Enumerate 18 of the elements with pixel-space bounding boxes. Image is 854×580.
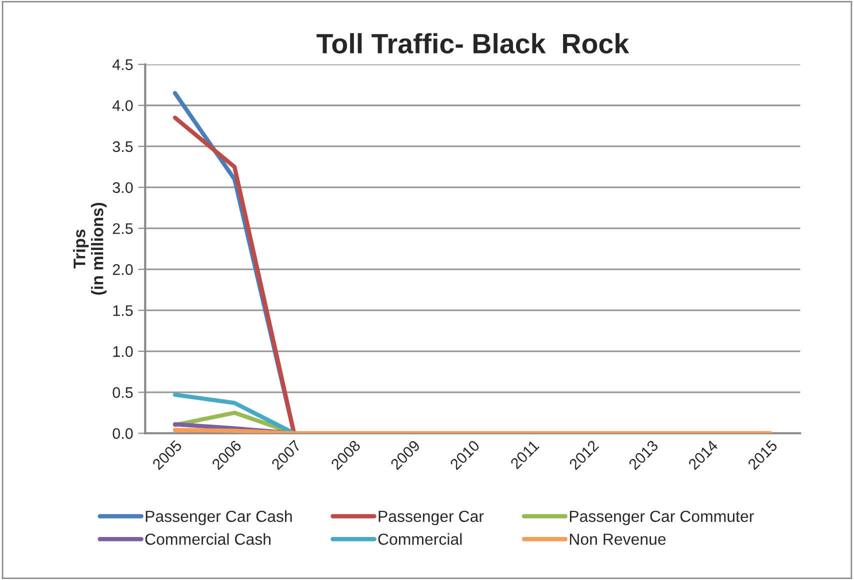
y-tick-label: 1.5 [113, 305, 133, 316]
y-tick-label: 0.0 [112, 428, 133, 439]
y-axis-title: Trips (in millions) [73, 202, 107, 295]
y-tick-label: 0.5 [112, 387, 133, 398]
legend-label: Passenger Car Commuter [570, 510, 754, 526]
y-tick-label: 2.5 [112, 223, 133, 234]
y-tick-label: 3.5 [112, 141, 133, 152]
legend-label: Passenger Car [378, 510, 484, 526]
chart-title: Toll Traffic- Black Rock [316, 33, 630, 54]
y-tick-label: 4.5 [112, 59, 133, 70]
y-tick-label: 4.0 [112, 100, 133, 112]
legend-label: Passenger Car Cash [146, 510, 292, 526]
legend-label: Non Revenue [570, 534, 666, 545]
y-tick-label: 3.0 [112, 182, 133, 194]
legend-label: Commercial Cash [145, 533, 270, 545]
legend-label: Commercial [378, 533, 462, 545]
y-tick-label: 2.0 [112, 264, 133, 275]
y-tick-label: 1.0 [113, 346, 133, 357]
